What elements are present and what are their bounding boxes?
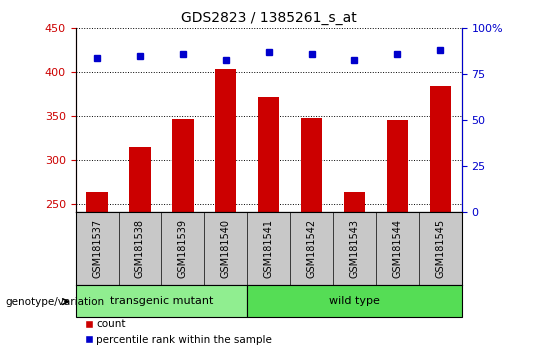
- Legend: count, percentile rank within the sample: count, percentile rank within the sample: [81, 315, 276, 349]
- Bar: [172, 119, 193, 212]
- Text: genotype/variation: genotype/variation: [5, 297, 105, 307]
- Text: GSM181540: GSM181540: [221, 219, 231, 278]
- Text: GSM181542: GSM181542: [307, 219, 316, 278]
- Text: GSM181544: GSM181544: [393, 219, 402, 278]
- Bar: [387, 120, 408, 212]
- Text: GSM181541: GSM181541: [264, 219, 274, 278]
- Text: GSM181543: GSM181543: [349, 219, 360, 278]
- Bar: [76, 285, 247, 317]
- Bar: [86, 192, 108, 212]
- Bar: [429, 86, 451, 212]
- Bar: [301, 118, 322, 212]
- Text: transgenic mutant: transgenic mutant: [110, 296, 213, 306]
- Bar: [247, 285, 462, 317]
- Title: GDS2823 / 1385261_s_at: GDS2823 / 1385261_s_at: [181, 11, 356, 24]
- Bar: [129, 147, 151, 212]
- Text: wild type: wild type: [329, 296, 380, 306]
- Text: GSM181538: GSM181538: [135, 219, 145, 278]
- Bar: [215, 69, 237, 212]
- Text: GSM181539: GSM181539: [178, 219, 188, 278]
- Bar: [258, 97, 279, 212]
- Text: GSM181545: GSM181545: [435, 219, 445, 278]
- Text: GSM181537: GSM181537: [92, 219, 102, 278]
- Bar: [344, 192, 365, 212]
